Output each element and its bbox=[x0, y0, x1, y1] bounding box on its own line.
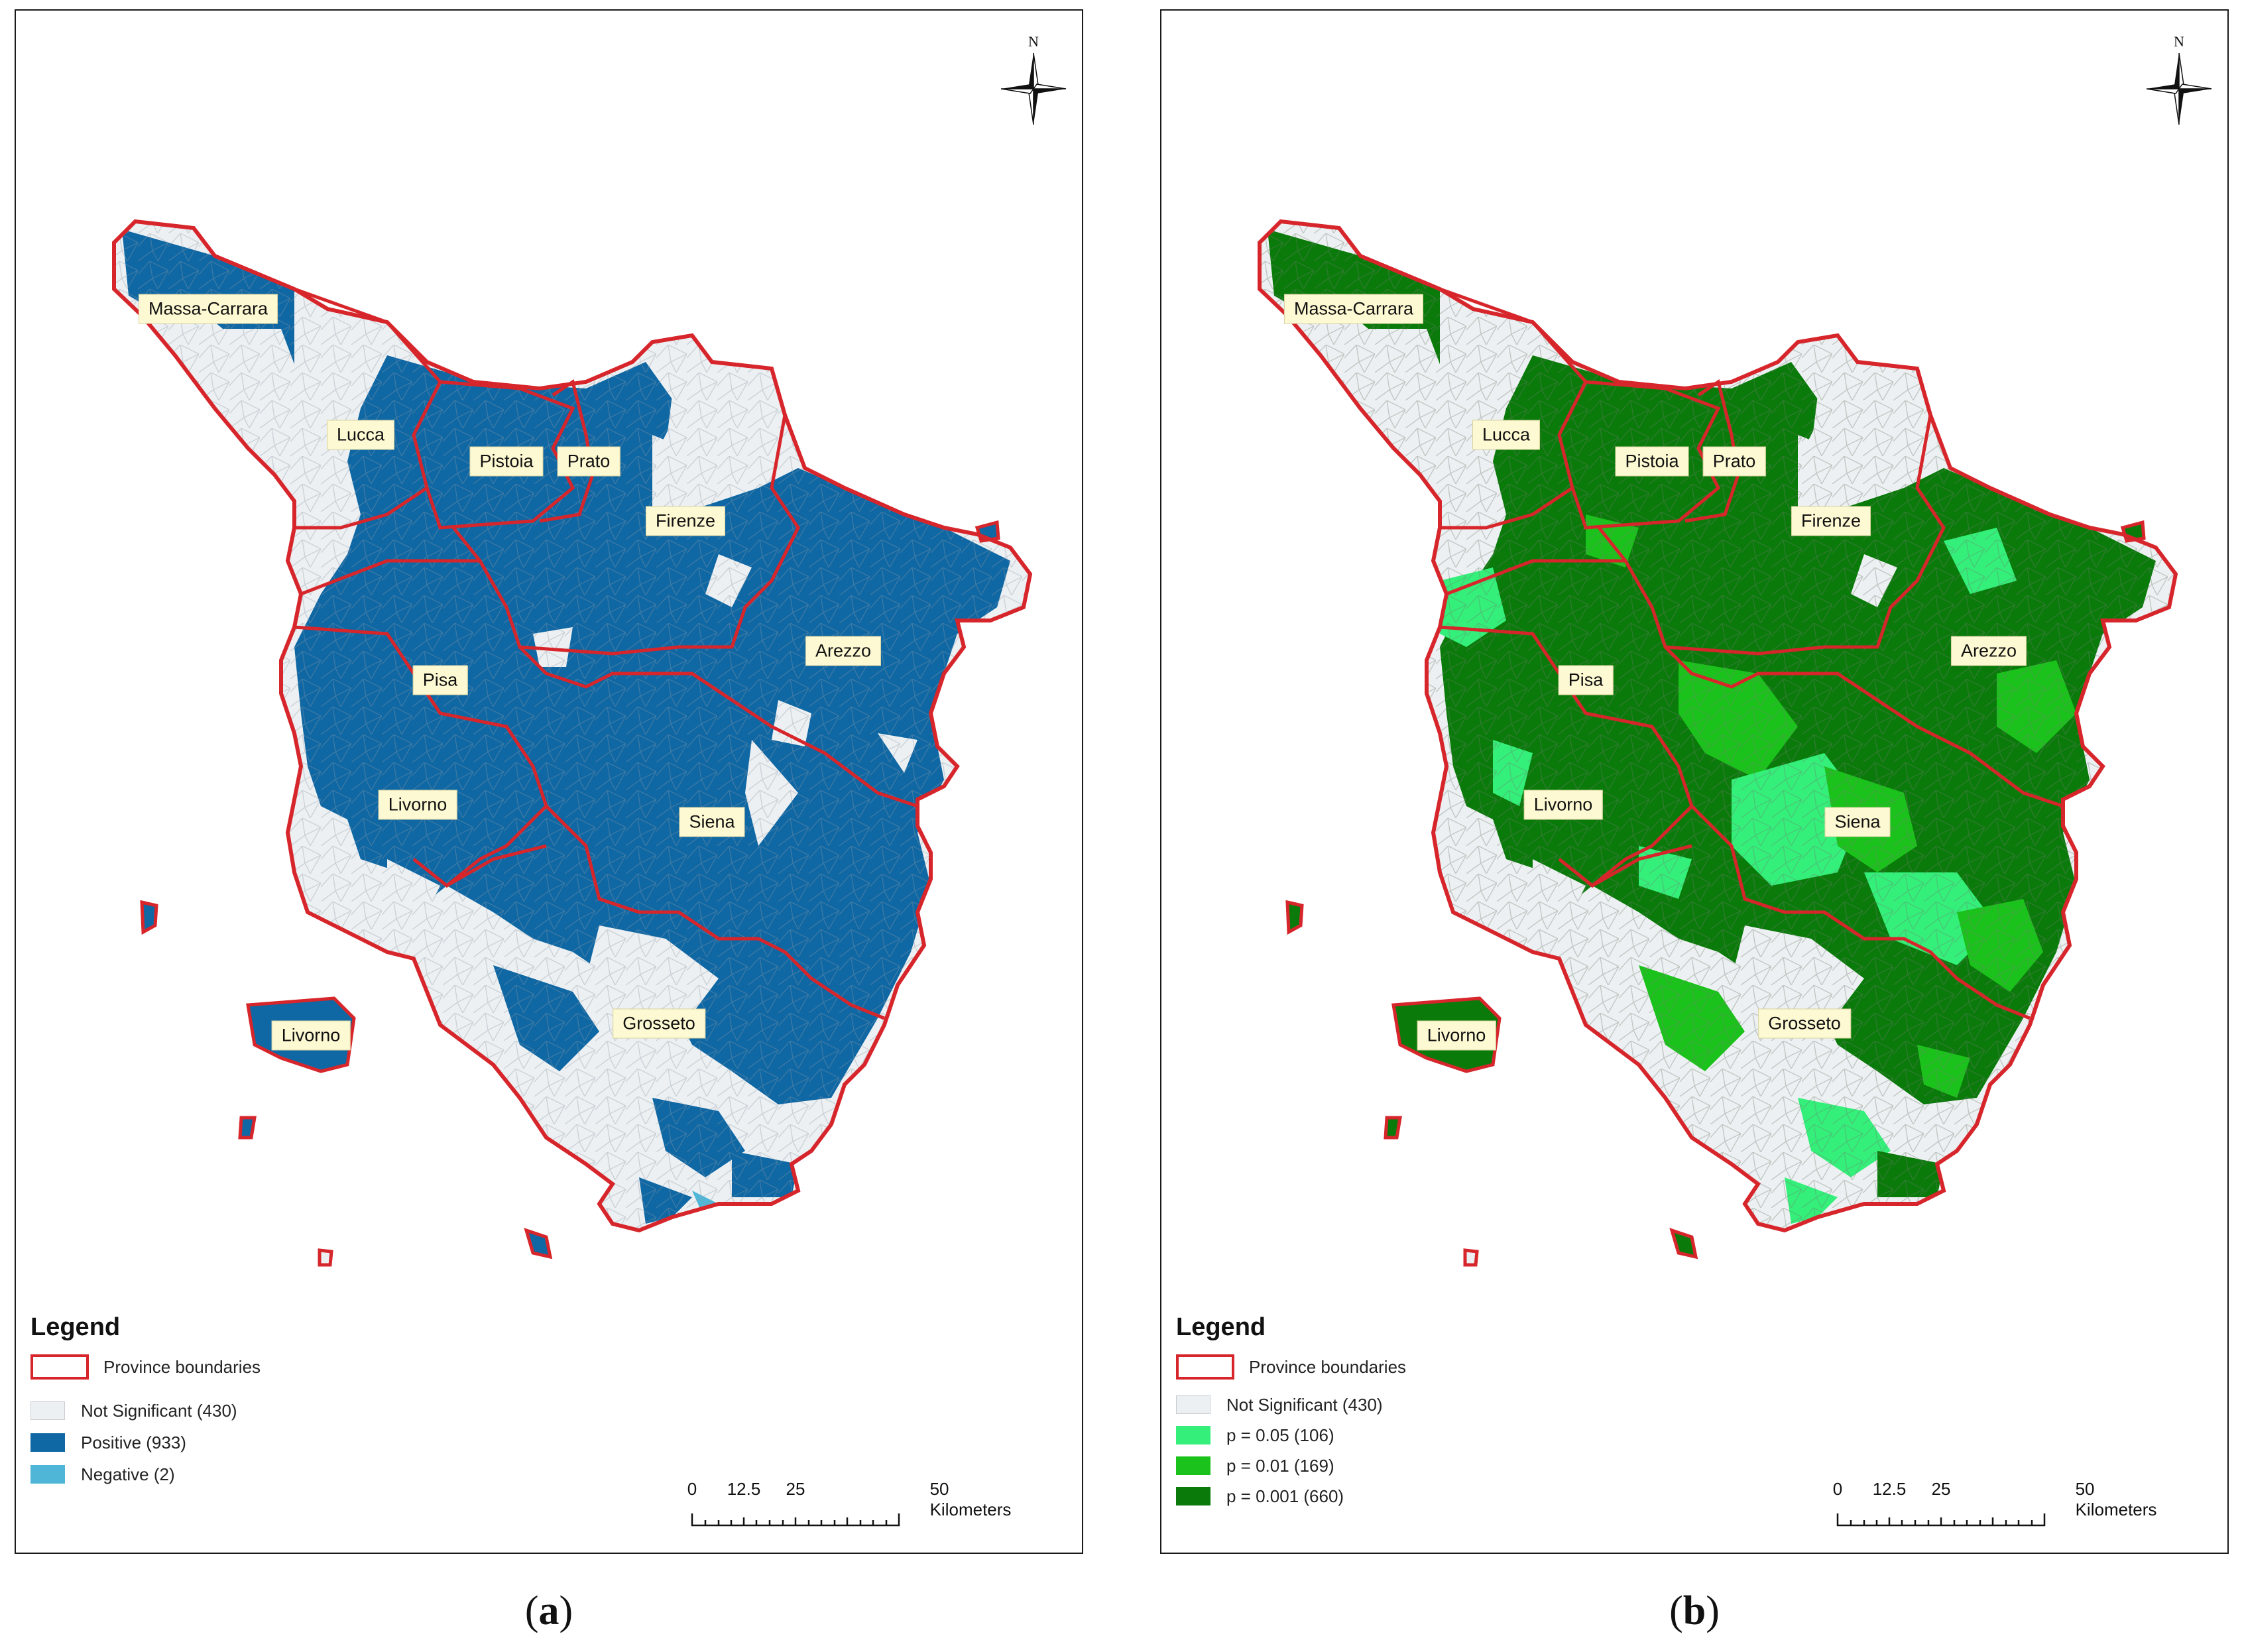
province-label-livorno-island: Livorno bbox=[1417, 1020, 1496, 1051]
caption-a: (a) bbox=[524, 1588, 573, 1633]
province-label-pisa: Pisa bbox=[1558, 665, 1614, 695]
province-label-siena: Siena bbox=[679, 807, 745, 837]
province-label-grosseto: Grosseto bbox=[613, 1008, 705, 1039]
province-label-arezzo: Arezzo bbox=[1950, 636, 2027, 666]
tuscany-map-a bbox=[16, 11, 1085, 1267]
province-label-pistoia: Pistoia bbox=[469, 446, 544, 477]
legend-label: Not Significant (430) bbox=[81, 1400, 237, 1421]
legend-item-positive: Positive (933) bbox=[30, 1427, 402, 1458]
scale-tick-50: 50 Kilometers bbox=[2075, 1479, 2157, 1519]
legend-a: Legend Province boundaries Not Significa… bbox=[30, 1313, 402, 1490]
legend-title: Legend bbox=[1176, 1313, 1266, 1341]
legend-swatch bbox=[1176, 1395, 1210, 1414]
legend-item-province-boundaries: Province boundaries bbox=[30, 1351, 402, 1383]
legend-swatch bbox=[1176, 1354, 1234, 1380]
province-label-pistoia: Pistoia bbox=[1615, 446, 1689, 477]
province-label-arezzo: Arezzo bbox=[805, 636, 882, 666]
north-arrow-icon: N bbox=[2146, 33, 2212, 125]
province-label-livorno-island: Livorno bbox=[271, 1020, 351, 1051]
scale-bar-b: 0 12.5 25 50 Kilometers bbox=[1824, 1479, 2196, 1539]
north-letter: N bbox=[2174, 33, 2184, 50]
map-panel-b: Massa-Carrara Lucca Pistoia Prato Firenz… bbox=[1160, 9, 2229, 1554]
legend-item-not-significant: Not Significant (430) bbox=[1176, 1389, 1547, 1420]
scale-bar-ruler bbox=[691, 1513, 900, 1527]
caption-b: (b) bbox=[1669, 1588, 1720, 1633]
legend-b: Legend Province boundaries Not Significa… bbox=[1176, 1313, 1547, 1511]
legend-swatch bbox=[1176, 1487, 1210, 1505]
scale-tick-25: 25 bbox=[1931, 1479, 1951, 1499]
scale-tick-25: 25 bbox=[786, 1479, 805, 1499]
legend-item-province-boundaries: Province boundaries bbox=[1176, 1351, 1547, 1383]
caption-letter-a: a bbox=[538, 1588, 560, 1633]
legend-label: Negative (2) bbox=[81, 1464, 175, 1484]
north-arrow-icon: N bbox=[1000, 33, 1067, 125]
legend-label: Province boundaries bbox=[1249, 1356, 1407, 1377]
province-label-lucca: Lucca bbox=[326, 420, 395, 450]
legend-swatch bbox=[30, 1401, 65, 1420]
legend-item-p-0-01: p = 0.01 (169) bbox=[1176, 1450, 1547, 1481]
province-label-livorno: Livorno bbox=[378, 790, 457, 820]
legend-swatch bbox=[30, 1354, 89, 1380]
map-panel-a: Massa-Carrara Lucca Pistoia Prato Firenz… bbox=[15, 9, 1083, 1554]
province-label-firenze: Firenze bbox=[645, 506, 726, 536]
legend-item-negative: Negative (2) bbox=[30, 1458, 402, 1490]
scale-tick-0: 0 bbox=[1832, 1479, 1843, 1499]
legend-swatch bbox=[1176, 1426, 1210, 1445]
legend-item-p-0-001: p = 0.001 (660) bbox=[1176, 1481, 1547, 1511]
legend-swatch bbox=[1176, 1456, 1210, 1475]
province-label-lucca: Lucca bbox=[1472, 420, 1541, 450]
legend-label: Not Significant (430) bbox=[1226, 1394, 1383, 1415]
province-label-massa-carrara: Massa-Carrara bbox=[138, 294, 278, 324]
caption-letter-b: b bbox=[1682, 1588, 1706, 1633]
legend-label: Province boundaries bbox=[103, 1356, 261, 1377]
legend-label: p = 0.01 (169) bbox=[1226, 1455, 1334, 1476]
legend-swatch bbox=[30, 1465, 65, 1484]
legend-swatch bbox=[30, 1433, 65, 1452]
north-letter: N bbox=[1028, 33, 1039, 50]
scale-tick-12-5: 12.5 bbox=[727, 1479, 761, 1499]
legend-item-p-0-05: p = 0.05 (106) bbox=[1176, 1420, 1547, 1450]
legend-item-not-significant: Not Significant (430) bbox=[30, 1395, 402, 1427]
province-label-prato: Prato bbox=[557, 446, 620, 477]
legend-label: p = 0.05 (106) bbox=[1226, 1425, 1334, 1445]
province-label-grosseto: Grosseto bbox=[1758, 1008, 1851, 1039]
province-label-livorno: Livorno bbox=[1523, 790, 1603, 820]
province-label-pisa: Pisa bbox=[412, 665, 468, 695]
tuscany-map-b bbox=[1161, 11, 2230, 1267]
scale-tick-12-5: 12.5 bbox=[1872, 1479, 1907, 1499]
scale-tick-50: 50 Kilometers bbox=[929, 1479, 1012, 1519]
scale-bar-a: 0 12.5 25 50 Kilometers bbox=[679, 1479, 1050, 1539]
province-label-firenze: Firenze bbox=[1791, 506, 1871, 536]
scale-tick-0: 0 bbox=[687, 1479, 697, 1499]
legend-title: Legend bbox=[30, 1313, 121, 1341]
legend-label: p = 0.001 (660) bbox=[1226, 1486, 1344, 1506]
scale-bar-ruler bbox=[1836, 1513, 2046, 1527]
province-label-massa-carrara: Massa-Carrara bbox=[1283, 294, 1424, 324]
legend-label: Positive (933) bbox=[81, 1432, 186, 1452]
province-label-prato: Prato bbox=[1702, 446, 1766, 477]
province-label-siena: Siena bbox=[1824, 807, 1891, 837]
